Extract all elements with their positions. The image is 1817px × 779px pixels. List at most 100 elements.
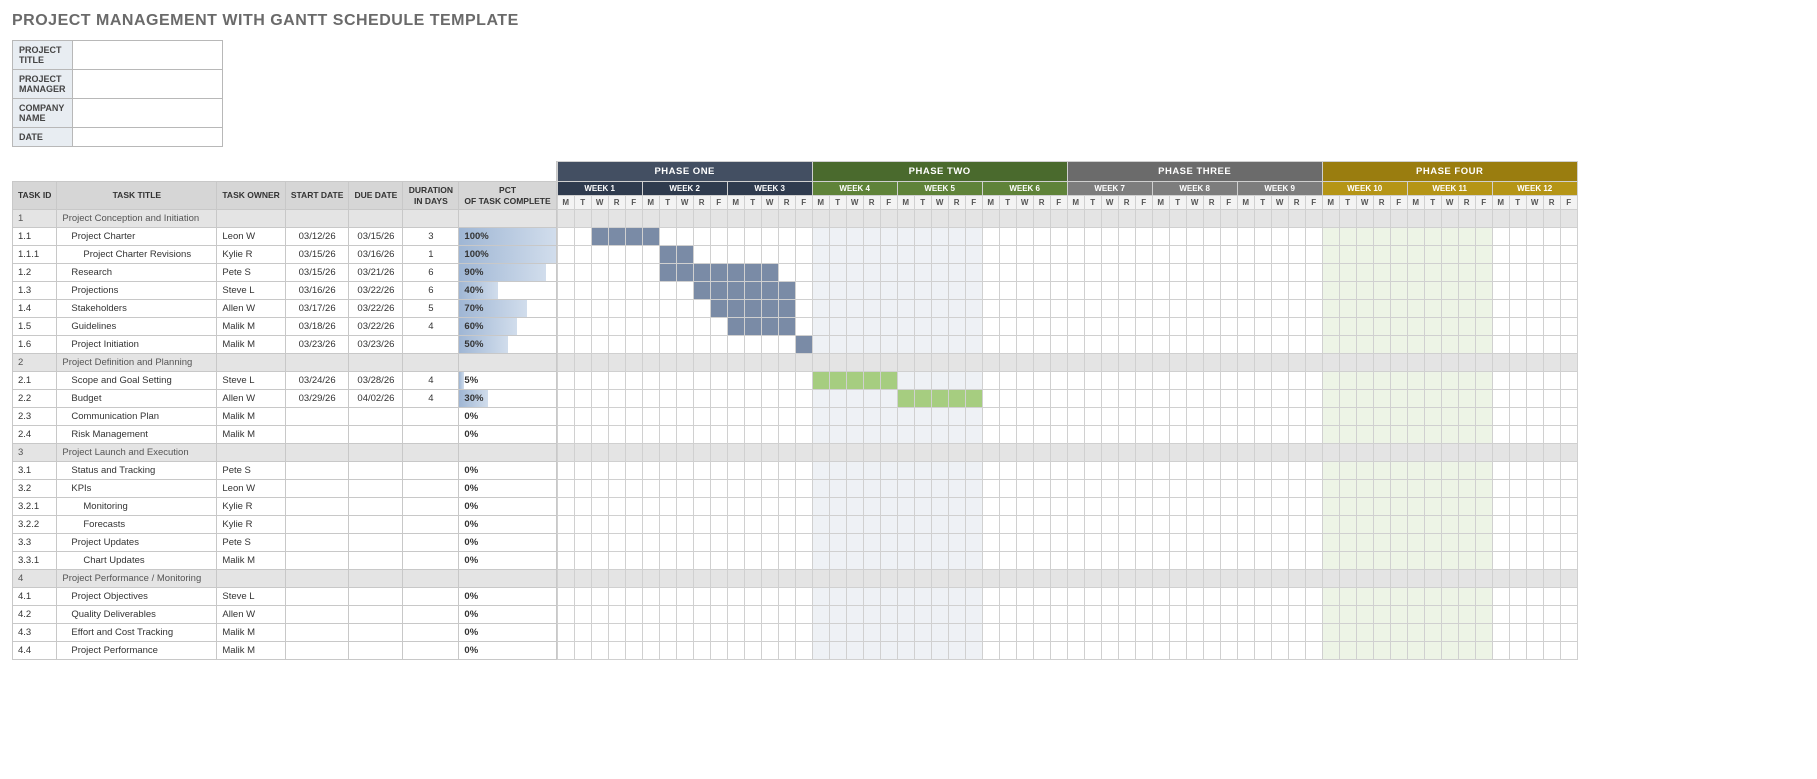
gantt-cell[interactable] — [591, 228, 608, 246]
gantt-cell[interactable] — [693, 228, 710, 246]
gantt-cell[interactable] — [812, 570, 829, 588]
gantt-cell[interactable] — [880, 246, 897, 264]
gantt-cell[interactable] — [1543, 354, 1560, 372]
gantt-cell[interactable] — [1560, 210, 1577, 228]
gantt-cell[interactable] — [557, 480, 574, 498]
gantt-cell[interactable] — [761, 552, 778, 570]
gantt-cell[interactable] — [880, 210, 897, 228]
gantt-cell[interactable] — [1186, 390, 1203, 408]
gantt-cell[interactable] — [1169, 642, 1186, 660]
gantt-cell[interactable] — [1288, 372, 1305, 390]
gantt-cell[interactable] — [863, 282, 880, 300]
gantt-cell[interactable] — [1526, 480, 1543, 498]
gantt-cell[interactable] — [829, 606, 846, 624]
gantt-cell[interactable] — [710, 228, 727, 246]
gantt-cell[interactable] — [1526, 444, 1543, 462]
gantt-cell[interactable] — [1288, 534, 1305, 552]
gantt-cell[interactable] — [1169, 624, 1186, 642]
gantt-cell[interactable] — [1135, 390, 1152, 408]
gantt-cell[interactable] — [1288, 246, 1305, 264]
gantt-cell[interactable] — [1458, 228, 1475, 246]
gantt-cell[interactable] — [778, 282, 795, 300]
gantt-cell[interactable] — [1339, 426, 1356, 444]
gantt-cell[interactable] — [574, 354, 591, 372]
gantt-cell[interactable] — [965, 282, 982, 300]
gantt-cell[interactable] — [591, 444, 608, 462]
gantt-cell[interactable] — [574, 300, 591, 318]
gantt-cell[interactable] — [1033, 300, 1050, 318]
gantt-cell[interactable] — [1526, 264, 1543, 282]
gantt-cell[interactable] — [574, 408, 591, 426]
gantt-row[interactable] — [557, 606, 1577, 624]
gantt-cell[interactable] — [625, 462, 642, 480]
gantt-cell[interactable] — [1407, 624, 1424, 642]
gantt-cell[interactable] — [1084, 570, 1101, 588]
gantt-cell[interactable] — [1033, 390, 1050, 408]
gantt-cell[interactable] — [1152, 552, 1169, 570]
gantt-cell[interactable] — [693, 390, 710, 408]
gantt-cell[interactable] — [727, 498, 744, 516]
gantt-cell[interactable] — [1424, 624, 1441, 642]
gantt-cell[interactable] — [982, 606, 999, 624]
gantt-cell[interactable] — [557, 390, 574, 408]
gantt-cell[interactable] — [608, 282, 625, 300]
gantt-cell[interactable] — [557, 246, 574, 264]
gantt-cell[interactable] — [1169, 462, 1186, 480]
gantt-cell[interactable] — [1475, 372, 1492, 390]
gantt-cell[interactable] — [1407, 246, 1424, 264]
gantt-cell[interactable] — [965, 444, 982, 462]
gantt-cell[interactable] — [693, 372, 710, 390]
gantt-cell[interactable] — [1441, 426, 1458, 444]
gantt-cell[interactable] — [1475, 264, 1492, 282]
gantt-cell[interactable] — [625, 444, 642, 462]
gantt-cell[interactable] — [999, 282, 1016, 300]
gantt-cell[interactable] — [1084, 228, 1101, 246]
gantt-cell[interactable] — [744, 300, 761, 318]
gantt-cell[interactable] — [1118, 300, 1135, 318]
gantt-cell[interactable] — [1067, 498, 1084, 516]
gantt-cell[interactable] — [1543, 516, 1560, 534]
gantt-cell[interactable] — [897, 444, 914, 462]
gantt-cell[interactable] — [676, 624, 693, 642]
gantt-cell[interactable] — [1237, 282, 1254, 300]
gantt-cell[interactable] — [574, 588, 591, 606]
gantt-cell[interactable] — [1305, 606, 1322, 624]
gantt-cell[interactable] — [1152, 534, 1169, 552]
gantt-cell[interactable] — [642, 318, 659, 336]
gantt-cell[interactable] — [1203, 228, 1220, 246]
gantt-cell[interactable] — [1492, 246, 1509, 264]
gantt-cell[interactable] — [1033, 498, 1050, 516]
gantt-cell[interactable] — [1135, 624, 1152, 642]
gantt-cell[interactable] — [1169, 552, 1186, 570]
gantt-cell[interactable] — [1441, 246, 1458, 264]
gantt-row[interactable] — [557, 390, 1577, 408]
gantt-cell[interactable] — [1135, 480, 1152, 498]
gantt-cell[interactable] — [1033, 372, 1050, 390]
gantt-cell[interactable] — [591, 624, 608, 642]
gantt-cell[interactable] — [1373, 282, 1390, 300]
gantt-cell[interactable] — [1560, 624, 1577, 642]
gantt-cell[interactable] — [1186, 642, 1203, 660]
gantt-cell[interactable] — [1390, 426, 1407, 444]
gantt-cell[interactable] — [1441, 210, 1458, 228]
gantt-cell[interactable] — [778, 300, 795, 318]
gantt-cell[interactable] — [1441, 264, 1458, 282]
gantt-cell[interactable] — [1135, 372, 1152, 390]
gantt-row[interactable] — [557, 300, 1577, 318]
gantt-cell[interactable] — [744, 534, 761, 552]
task-row[interactable]: 2.4Risk ManagementMalik M0% — [13, 426, 557, 444]
gantt-cell[interactable] — [1084, 624, 1101, 642]
gantt-cell[interactable] — [778, 264, 795, 282]
gantt-cell[interactable] — [1390, 210, 1407, 228]
gantt-cell[interactable] — [1458, 516, 1475, 534]
gantt-cell[interactable] — [1067, 642, 1084, 660]
gantt-cell[interactable] — [608, 480, 625, 498]
gantt-cell[interactable] — [1203, 462, 1220, 480]
gantt-cell[interactable] — [1271, 264, 1288, 282]
gantt-cell[interactable] — [863, 462, 880, 480]
gantt-cell[interactable] — [948, 426, 965, 444]
gantt-cell[interactable] — [1424, 552, 1441, 570]
gantt-cell[interactable] — [1526, 282, 1543, 300]
gantt-cell[interactable] — [1254, 354, 1271, 372]
gantt-cell[interactable] — [591, 300, 608, 318]
